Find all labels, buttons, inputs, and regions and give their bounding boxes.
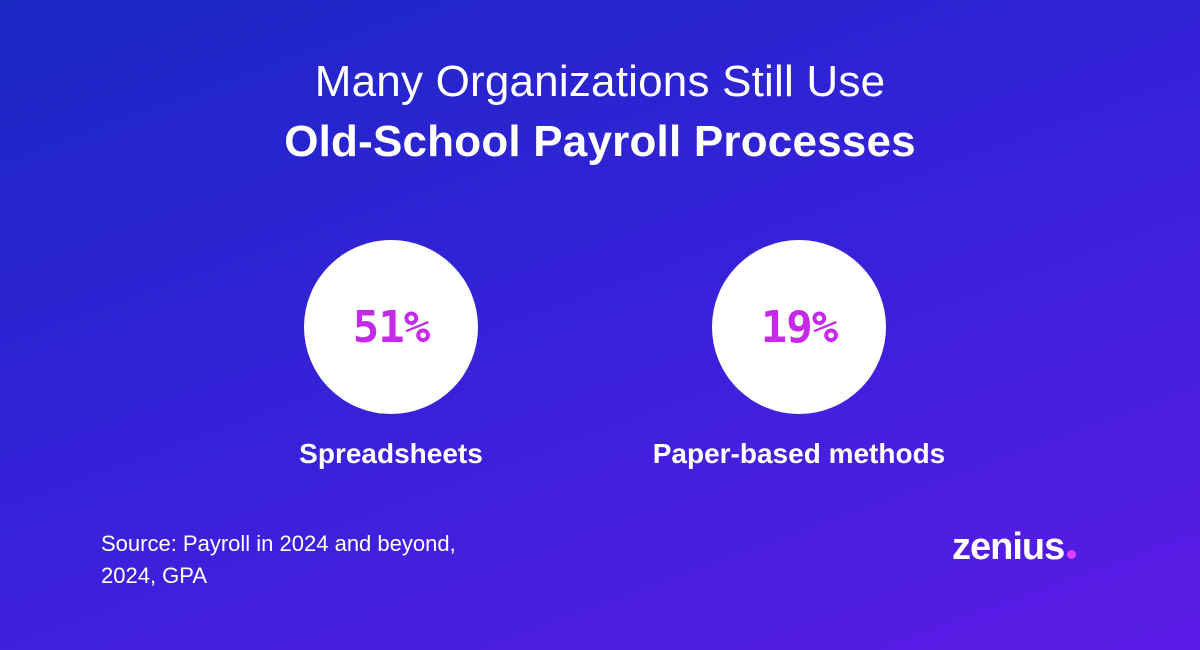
stat-circle: 19% (712, 240, 886, 414)
headline-line-1: Many Organizations Still Use (314, 57, 886, 106)
stat-label: Paper-based methods (652, 438, 946, 469)
headline: Many Organizations Still Use Old-School … (0, 52, 1200, 172)
stat-spreadsheets: 51% Spreadsheets (191, 240, 591, 472)
source-line-2: 2024, GPA (101, 563, 207, 588)
logo-wordmark: zenius (952, 526, 1065, 568)
stat-label: Spreadsheets (299, 438, 483, 469)
source-note: Source: Payroll in 2024 and beyond, 2024… (101, 528, 581, 592)
stat-paper-based: 19% Paper-based methods (599, 240, 999, 472)
headline-line-2: Old-School Payroll Processes (284, 117, 916, 166)
stat-value: 51% (352, 301, 430, 353)
stat-value: 19% (760, 301, 838, 353)
source-line-1: Source: Payroll in 2024 and beyond, (101, 531, 456, 556)
zenius-logo: zenius (952, 526, 1077, 569)
stat-circle: 51% (304, 240, 478, 414)
logo-dot (1067, 550, 1077, 559)
